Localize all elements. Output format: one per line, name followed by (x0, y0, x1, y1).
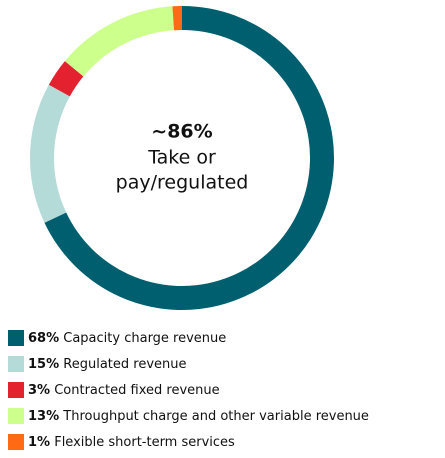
legend-swatch (8, 434, 24, 450)
legend-label: 1% Flexible short-term services (28, 435, 235, 450)
legend-name: Capacity charge revenue (63, 331, 226, 346)
legend-swatch (8, 356, 24, 372)
center-headline: ~86% (151, 121, 212, 143)
center-line: pay/regulated (116, 172, 249, 194)
legend-swatch (8, 382, 24, 398)
donut-segment (29, 84, 70, 223)
legend-swatch (8, 408, 24, 424)
legend-label: 15% Regulated revenue (28, 357, 187, 372)
legend-label: 68% Capacity charge revenue (28, 331, 226, 346)
legend-value: 3% (28, 383, 50, 398)
legend-value: 15% (28, 357, 59, 372)
legend-label: 13% Throughput charge and other variable… (28, 409, 369, 424)
legend-label: 3% Contracted fixed revenue (28, 383, 220, 398)
donut-segment (64, 6, 174, 77)
legend-name: Contracted fixed revenue (54, 383, 219, 398)
legend-value: 68% (28, 331, 59, 346)
donut-segment (48, 61, 84, 97)
legend-name: Throughput charge and other variable rev… (62, 409, 369, 424)
legend-name: Regulated revenue (63, 357, 186, 372)
legend-swatch (8, 330, 24, 346)
legend-name: Flexible short-term services (54, 435, 235, 450)
donut-segment (172, 6, 182, 31)
legend-value: 13% (28, 409, 59, 424)
legend-value: 1% (28, 435, 50, 450)
center-line: Take or (147, 147, 216, 169)
